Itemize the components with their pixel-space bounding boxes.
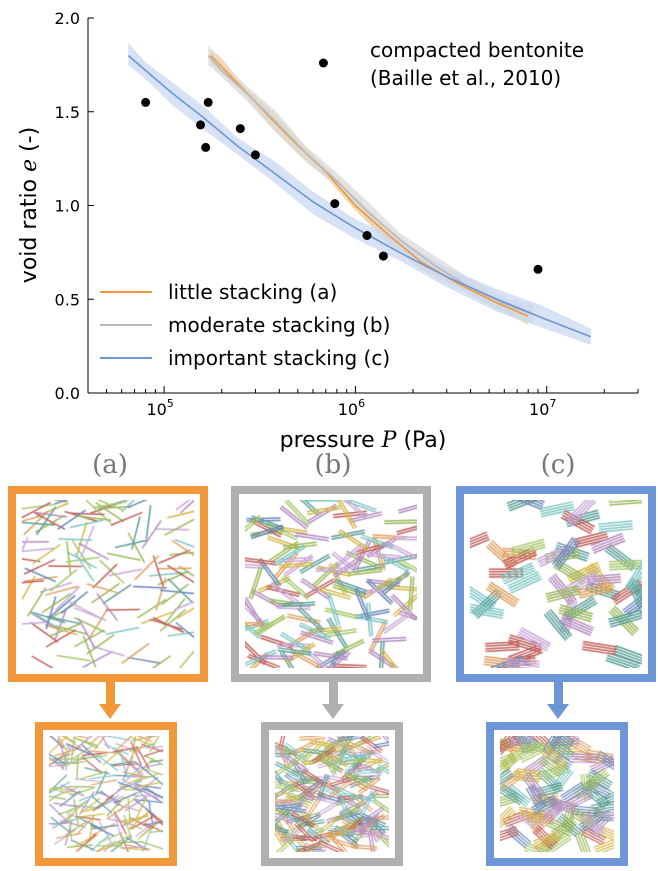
x-tick-label: 105 (146, 397, 173, 419)
data-point (141, 97, 151, 107)
data-point (362, 231, 372, 240)
axes: 0.0 0.5 1.0 1.5 2.0 105 106 107 (55, 9, 639, 419)
y-tick-label: 1.0 (55, 197, 80, 216)
scatter-points (141, 58, 543, 274)
series-line-2 (207, 54, 534, 316)
particle-image (275, 736, 389, 852)
x-tick-label: 106 (338, 397, 365, 419)
panel-label-2: (b) (314, 450, 352, 480)
series-line-3 (127, 54, 592, 338)
legend: little stacking (a) moderate stacking (b)… (100, 280, 390, 370)
arrow-down-icon (547, 704, 569, 719)
particle-image (49, 736, 163, 852)
arrow-stem-3 (554, 682, 563, 706)
data-point (533, 264, 543, 274)
y-tick-label: 0.0 (55, 384, 80, 403)
panel-label-1: (a) (92, 450, 128, 480)
particle-image (500, 736, 614, 852)
scatter-annotation: compacted bentonite (Baille et al., 2010) (370, 38, 584, 90)
data-point (330, 199, 340, 209)
annotation-name: compacted bentonite (370, 38, 584, 62)
axis-labels: pressure P (Pa) void ratio e (-) (17, 127, 446, 453)
panel-compressed-1 (35, 722, 177, 866)
data-point (250, 150, 260, 160)
data-point (378, 251, 388, 261)
data-point (235, 124, 245, 134)
panel-compressed-2 (261, 722, 403, 866)
y-tick-label: 0.5 (55, 290, 80, 309)
data-point (201, 142, 211, 152)
y-tick-label: 2.0 (55, 9, 80, 28)
series-lines (127, 54, 592, 338)
arrow-down-icon (99, 704, 121, 719)
arrow-down-icon (322, 704, 344, 719)
legend-label-3: important stacking (c) (168, 346, 390, 370)
panel-initial-3 (456, 486, 656, 682)
panel-initial-1 (8, 486, 208, 682)
particle-image (245, 500, 417, 668)
legend-label-2: moderate stacking (b) (168, 313, 390, 337)
band-3 (128, 43, 591, 345)
void-ratio-chart: 0.0 0.5 1.0 1.5 2.0 105 106 107 little stacking… (17, 9, 639, 453)
panel-initial-2 (231, 486, 431, 682)
panel-label-3: (c) (540, 450, 576, 480)
legend-label-1: little stacking (a) (168, 280, 337, 304)
x-tick-label: 107 (529, 397, 556, 419)
arrow-stem-1 (106, 682, 115, 706)
x-axis-label: pressure P (Pa) (280, 428, 447, 453)
y-axis-label: void ratio e (-) (17, 127, 42, 283)
data-point (203, 97, 213, 107)
arrow-stem-2 (329, 682, 338, 706)
y-tick-label: 1.5 (55, 103, 80, 122)
data-point (196, 120, 205, 130)
particle-image (22, 500, 194, 668)
panel-compressed-3 (486, 722, 628, 866)
particle-image (470, 500, 642, 668)
annotation-citation: (Baille et al., 2010) (370, 66, 561, 90)
series-line-1 (210, 54, 529, 317)
confidence-bands (128, 43, 591, 345)
data-point (318, 58, 328, 68)
